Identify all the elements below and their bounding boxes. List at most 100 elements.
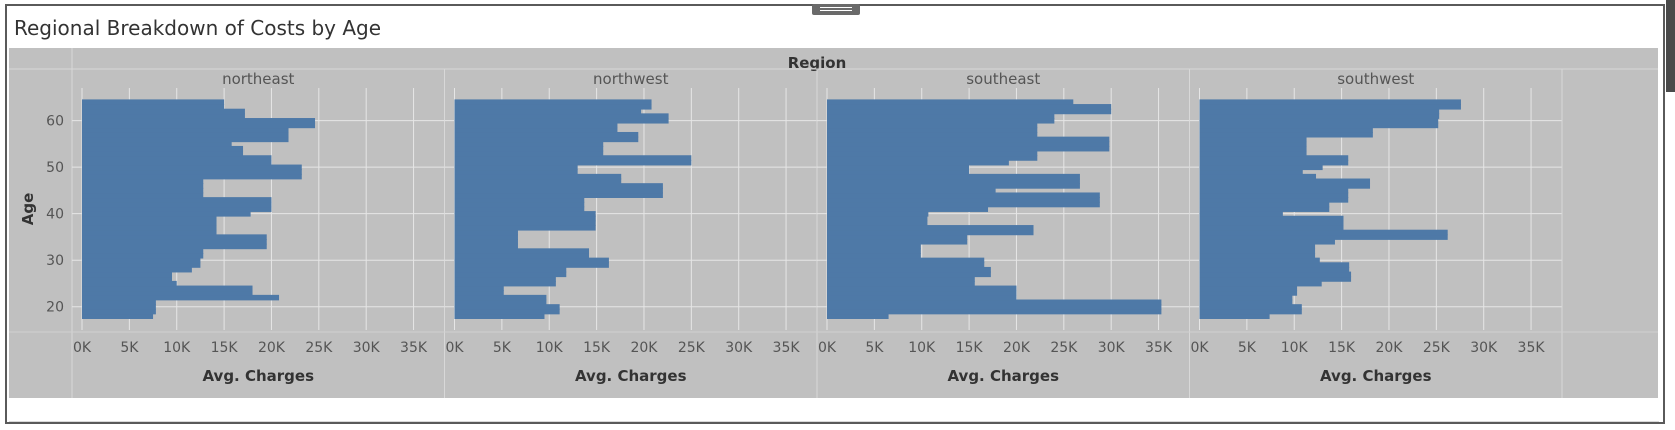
bar-southeast-age-22 [827, 294, 1017, 301]
bar-southwest-age-28 [1199, 266, 1350, 273]
bar-northeast-age-58 [82, 127, 289, 133]
bar-southeast-age-39 [827, 215, 928, 222]
bar-northwest-age-41 [454, 206, 585, 212]
y-tick-label: 60 [46, 114, 64, 130]
bar-northeast-age-54 [82, 145, 244, 152]
bar-northeast-age-35 [82, 234, 267, 240]
bar-northwest-age-36 [454, 229, 518, 236]
bar-northwest-age-56 [454, 136, 639, 143]
bar-northwest-age-25 [454, 280, 556, 287]
bar-southwest-age-46 [1199, 183, 1371, 189]
bar-southeast-age-42 [827, 201, 1100, 208]
bar-northeast-age-63 [82, 104, 225, 110]
bar-northwest-age-51 [454, 159, 692, 166]
bar-southeast-age-18 [827, 313, 889, 320]
bar-northwest-age-62 [454, 108, 642, 115]
bar-southwest-age-48 [1199, 173, 1317, 180]
bar-southeast-age-23 [827, 290, 1017, 296]
bar-southwest-age-62 [1199, 108, 1440, 115]
x-tick-label: 10K [908, 340, 936, 356]
bar-northeast-age-32 [82, 248, 204, 254]
bar-northwest-age-31 [454, 252, 590, 259]
bar-northeast-age-30 [82, 257, 201, 264]
bar-southwest-age-38 [1199, 220, 1344, 226]
bar-northeast-age-59 [82, 122, 316, 129]
bar-southeast-age-32 [827, 248, 921, 254]
drag-handle[interactable] [812, 4, 860, 15]
bar-southeast-age-37 [827, 225, 1034, 231]
x-axis-title: Avg. Charges [575, 367, 687, 385]
bar-northeast-age-25 [82, 280, 177, 287]
bar-southwest-age-54 [1199, 145, 1307, 152]
bar-northeast-age-26 [82, 276, 172, 282]
bar-northwest-age-40 [454, 211, 596, 217]
bar-northeast-age-64 [82, 99, 225, 105]
chart-title: Regional Breakdown of Costs by Age [14, 16, 382, 40]
x-tick-label: 15K [1328, 340, 1356, 356]
bar-northwest-age-48 [454, 173, 622, 180]
x-tick-label: 30K [1470, 340, 1498, 356]
panel-label-northwest: northwest [593, 70, 669, 88]
bar-southwest-age-40 [1199, 211, 1283, 217]
bar-northeast-age-38 [82, 220, 217, 226]
bar-southeast-age-62 [827, 108, 1112, 115]
bar-southwest-age-33 [1199, 243, 1316, 250]
bar-southeast-age-40 [827, 211, 929, 217]
x-tick-label: 5K [120, 340, 139, 356]
bar-southwest-age-24 [1199, 285, 1298, 292]
bar-northeast-age-41 [82, 206, 272, 212]
bar-southeast-age-20 [827, 304, 1162, 310]
bar-southeast-age-59 [827, 122, 1038, 129]
side-toolbar-tab[interactable] [1666, 0, 1675, 92]
x-tick-label: 15K [583, 340, 611, 356]
bar-northwest-age-27 [454, 271, 567, 278]
bar-southwest-age-18 [1199, 313, 1270, 320]
bar-southwest-age-52 [1199, 155, 1349, 161]
bar-northwest-age-57 [454, 131, 639, 138]
bar-southeast-age-50 [827, 164, 970, 171]
bar-northeast-age-33 [82, 243, 267, 250]
bar-southwest-age-57 [1199, 131, 1373, 138]
bar-southeast-age-46 [827, 183, 1080, 189]
x-tick-label: 20K [1003, 340, 1031, 356]
bar-northeast-age-61 [82, 113, 245, 119]
bar-northwest-age-45 [454, 187, 663, 194]
bar-southeast-age-51 [827, 159, 1009, 166]
bar-northwest-age-29 [454, 262, 609, 268]
bar-southwest-age-32 [1199, 248, 1316, 254]
bar-southeast-age-26 [827, 276, 975, 282]
bar-southwest-age-25 [1199, 280, 1322, 287]
bar-southwest-age-42 [1199, 201, 1330, 208]
bar-northeast-age-48 [82, 173, 302, 180]
bar-northeast-age-60 [82, 118, 316, 124]
bar-southeast-age-31 [827, 252, 921, 259]
x-tick-label: 30K [725, 340, 753, 356]
bar-northwest-age-47 [454, 178, 622, 185]
x-tick-label: 5K [493, 340, 512, 356]
bar-northeast-age-50 [82, 164, 302, 171]
bar-northwest-age-28 [454, 266, 567, 273]
bar-northeast-age-55 [82, 141, 232, 147]
bar-northwest-age-22 [454, 294, 547, 301]
bar-southwest-age-55 [1199, 141, 1307, 147]
bar-southeast-age-36 [827, 229, 1034, 236]
bar-northeast-age-21 [82, 299, 156, 306]
bar-southeast-age-61 [827, 113, 1055, 119]
x-axis-title: Avg. Charges [202, 367, 314, 385]
bar-southeast-age-21 [827, 299, 1162, 306]
x-tick-label: 0K [445, 340, 464, 356]
bar-southeast-age-28 [827, 266, 991, 273]
bar-northwest-age-34 [454, 239, 518, 245]
bar-southwest-age-31 [1199, 252, 1316, 259]
bar-northeast-age-27 [82, 271, 172, 278]
bar-southwest-age-56 [1199, 136, 1307, 143]
x-tick-label: 15K [211, 340, 239, 356]
x-tick-label: 25K [678, 340, 706, 356]
bar-northwest-age-53 [454, 150, 604, 157]
bar-southeast-age-38 [827, 220, 928, 226]
bar-northwest-age-63 [454, 104, 652, 110]
bar-northwest-age-44 [454, 192, 663, 199]
x-tick-label: 0K [818, 340, 837, 356]
bar-southeast-age-35 [827, 234, 968, 240]
